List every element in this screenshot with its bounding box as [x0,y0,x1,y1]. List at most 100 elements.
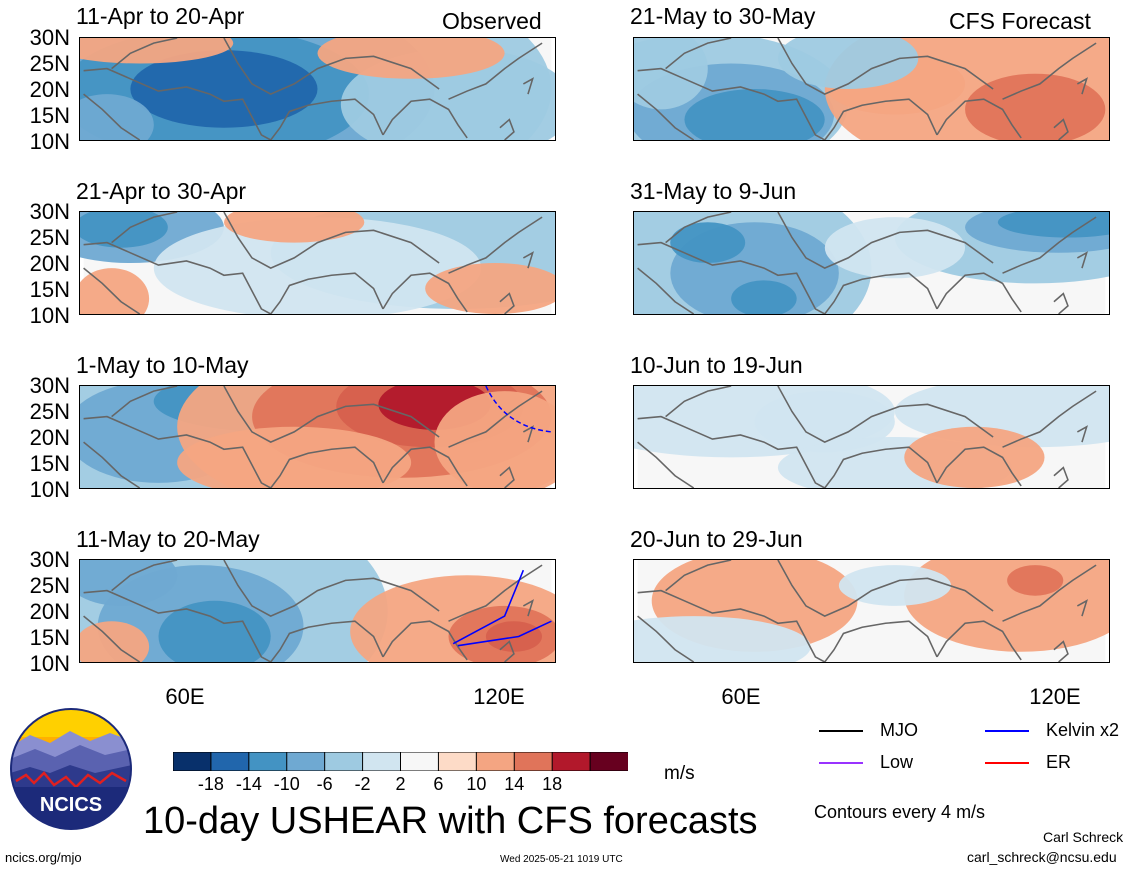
main-title: 10-day USHEAR with CFS forecasts [143,800,758,842]
coastline [777,212,994,269]
panel-title-right-4: 20-Jun to 29-Jun [630,526,803,552]
colorbar-box [437,752,478,771]
colorbar-box [210,752,250,771]
coastline [111,560,178,592]
colorbar-label: -14 [235,774,262,794]
coastline [1002,390,1097,448]
coastline [777,386,994,443]
coastline [936,98,1022,139]
map-panel-right-2 [633,211,1110,315]
coastline [223,38,440,95]
lat-label-20n: 20N [29,251,70,276]
coastline [448,564,543,622]
legend-swatch-kelvin [985,730,1029,732]
coastline [83,93,141,140]
lat-label-25n: 25N [29,573,70,598]
shear-region [1007,565,1064,596]
coastline [1076,251,1088,269]
lat-label-20n: 20N [29,77,70,102]
colorbar-box [475,752,516,771]
coastline [1053,640,1069,662]
observed-tag: Observed [442,8,542,34]
lat-label-10n: 10N [29,129,70,154]
coastline [499,466,515,488]
shear-region [731,280,797,314]
panel-title-right-1: 21-May to 30-May [630,3,816,29]
coastline [777,38,994,95]
coastline [83,415,272,488]
lon-label-left-120e: 120E [473,684,525,709]
coastline [1002,564,1097,622]
coastline [1002,216,1097,274]
map-panel-left-1 [79,37,556,141]
shear-region [153,217,482,314]
coastline [270,446,384,488]
shear-region [824,217,966,279]
colorbar-box [248,752,288,771]
map-panel-right-1 [633,37,1110,141]
coastline [1053,292,1069,314]
coastline [382,272,468,313]
kelvin-contour [457,620,552,647]
map-panel-left-4 [79,559,556,663]
lat-label-30n: 30N [29,25,70,50]
lat-label-30n: 30N [29,199,70,224]
coastline [637,441,695,488]
coastline [111,212,178,244]
legend-swatch-low [819,762,863,764]
colorbar-box [589,752,628,771]
lat-label-20n: 20N [29,599,70,624]
coastline [637,241,826,314]
coastline [936,446,1022,487]
footer-website: ncics.org/mjo [5,850,82,865]
coastline [637,615,695,662]
shear-region [684,89,825,140]
coastline [83,67,272,140]
coastline [522,251,534,269]
colorbar [173,752,628,771]
colorbar-box [551,752,592,771]
coastline [499,292,515,314]
coastline [270,272,384,314]
shear-region [778,38,919,89]
coastline [83,589,272,662]
lon-label-right-60e: 60E [721,684,761,709]
footer-author: Carl Schreck [1043,829,1124,845]
coastline [1076,425,1088,443]
footer-email: carl_schreck@ncsu.edu [967,849,1117,865]
colorbar-label: 6 [433,774,444,794]
colorbar-box [400,752,440,771]
panel-title-left-1: 11-Apr to 20-Apr [76,3,245,29]
coastline [637,93,695,140]
coastline [499,118,515,140]
coastline [1076,77,1088,95]
coastline [665,212,732,244]
coastline [1002,42,1097,100]
colorbar-label: -2 [354,774,371,794]
colorbar-label: -10 [273,774,300,794]
coastline [382,446,468,487]
coastline [270,98,384,140]
colorbar-box [173,752,212,771]
lon-label-right-120e: 120E [1029,684,1081,709]
coastline [83,267,141,314]
colorbar-label: 2 [395,774,406,794]
coastline [665,38,732,70]
panel-title-right-2: 31-May to 9-Jun [630,178,797,204]
coastline [223,212,440,269]
colorbar-box [324,752,364,771]
shear-region [425,263,555,314]
coastline [83,615,141,662]
lat-label-10n: 10N [29,651,70,676]
coastline [382,620,468,661]
coastline [1053,118,1069,140]
panel-title-left-3: 1-May to 10-May [76,352,249,378]
shear-region [80,38,234,64]
colorbar-label: 10 [466,774,487,794]
coastline [824,446,938,488]
lat-label-10n: 10N [29,477,70,502]
shear-region [80,621,150,662]
shear-region [670,222,746,263]
legend-swatch-er [985,762,1029,764]
legend-swatch-mjo [819,730,863,732]
